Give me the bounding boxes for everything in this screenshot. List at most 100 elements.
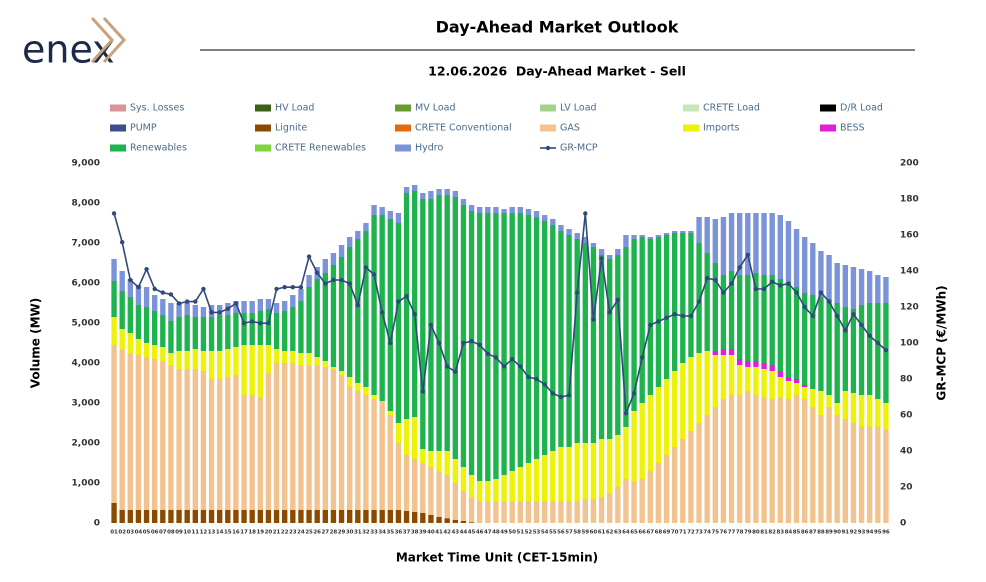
bar-segment xyxy=(712,219,718,263)
bar-segment xyxy=(176,303,182,317)
bar-segment xyxy=(160,347,166,361)
bar-segment xyxy=(867,427,873,523)
bar-segment xyxy=(485,501,491,523)
bar-segment xyxy=(233,509,239,523)
line-marker xyxy=(591,317,596,322)
bar-segment xyxy=(720,217,727,275)
bar-segment xyxy=(639,237,645,403)
bar-segment xyxy=(338,375,345,510)
bar-segment xyxy=(647,471,653,523)
bar-segment xyxy=(582,443,588,499)
bar-segment xyxy=(412,459,418,512)
bar-segment xyxy=(200,307,207,317)
bar-segment xyxy=(282,363,288,510)
bar-segment xyxy=(127,333,133,353)
x-tick-label: 43 xyxy=(451,530,459,536)
line-marker xyxy=(119,240,125,245)
bar-segment xyxy=(257,397,263,510)
bar-segment xyxy=(639,235,645,237)
logo: enex xyxy=(22,28,115,72)
bar-segment xyxy=(347,387,353,510)
line-marker xyxy=(388,340,393,346)
bar-segment xyxy=(712,407,718,523)
line-marker xyxy=(615,297,621,302)
bar-segment xyxy=(379,215,385,401)
bar-segment xyxy=(468,205,475,211)
bar-segment xyxy=(387,415,393,510)
bar-segment xyxy=(290,307,296,351)
line-marker xyxy=(737,265,742,270)
bar-segment xyxy=(322,367,328,510)
bar-segment xyxy=(842,391,848,419)
bar-segment xyxy=(143,343,150,357)
bar-segment xyxy=(680,439,686,523)
bar-segment xyxy=(111,281,117,317)
bar-segment xyxy=(883,303,889,403)
line-marker xyxy=(371,272,377,277)
x-tick-label: 01 xyxy=(110,530,118,536)
bar-segment xyxy=(363,387,369,395)
bar-segment xyxy=(160,315,166,347)
line-marker xyxy=(664,315,669,320)
bar-segment xyxy=(785,377,792,381)
bar-segment xyxy=(867,303,873,395)
x-tick-label: 30 xyxy=(346,530,354,536)
bar-segment xyxy=(818,391,824,415)
bar-segment xyxy=(533,217,540,459)
line-marker xyxy=(859,322,864,328)
bar-segment xyxy=(452,459,458,483)
bar-segment xyxy=(802,385,808,387)
bar-segment xyxy=(525,215,532,463)
bar-segment xyxy=(737,213,743,275)
bar-segment xyxy=(192,305,198,317)
bar-segment xyxy=(574,501,580,523)
legend-label: CRETE Load xyxy=(703,103,760,114)
bar-segment xyxy=(135,509,142,523)
x-tick-label: 04 xyxy=(135,530,143,536)
bar-segment xyxy=(525,501,532,523)
bar-segment xyxy=(850,267,857,309)
bar-segment xyxy=(249,313,255,345)
bar-segment xyxy=(623,479,629,523)
bar-segment xyxy=(753,367,759,395)
bar-segment xyxy=(663,233,670,235)
line-marker xyxy=(266,321,271,326)
bar-segment xyxy=(802,293,808,385)
line-marker xyxy=(160,290,166,295)
bar-segment xyxy=(533,211,540,217)
y-tick-label: 3,000 xyxy=(72,399,100,409)
x-tick-label: 64 xyxy=(622,530,630,536)
bar-segment xyxy=(395,423,402,443)
line-marker xyxy=(875,340,881,346)
bar-segment xyxy=(655,235,662,237)
bar-segment xyxy=(501,213,507,475)
bar-segment xyxy=(265,309,272,345)
bar-segment xyxy=(728,395,735,523)
legend-label: CRETE Conventional xyxy=(415,123,512,134)
bar-segment xyxy=(119,349,125,510)
bar-segment xyxy=(460,205,467,467)
bar-segment xyxy=(834,403,840,415)
legend-swatch xyxy=(110,104,126,112)
bar-segment xyxy=(607,259,613,439)
x-tick-label: 87 xyxy=(809,530,817,536)
x-tick-label: 55 xyxy=(549,530,557,536)
line-marker xyxy=(639,355,645,360)
bar-segment xyxy=(347,237,353,247)
bar-segment xyxy=(371,205,377,215)
x-tick-label: 47 xyxy=(484,530,492,536)
chart-title: Day-Ahead Market Outlook xyxy=(436,18,679,37)
line-marker xyxy=(509,357,515,362)
bar-segment xyxy=(769,399,775,523)
bar-segment xyxy=(282,351,288,363)
x-tick-label: 82 xyxy=(768,530,776,536)
bar-segment xyxy=(680,363,686,439)
y-tick-label: 6,000 xyxy=(72,279,100,289)
line-marker xyxy=(128,277,133,283)
line-marker xyxy=(152,286,157,292)
line-marker xyxy=(542,382,547,387)
bar-segment xyxy=(639,479,645,523)
bar-segment xyxy=(509,501,515,523)
bar-segment xyxy=(355,239,361,383)
